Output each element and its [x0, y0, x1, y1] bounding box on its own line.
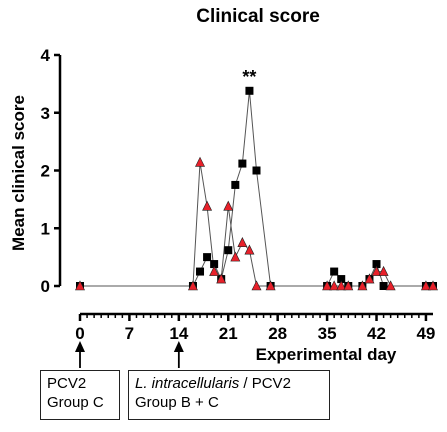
square-marker	[231, 180, 240, 189]
triangle-marker	[336, 280, 347, 291]
triangle-marker	[428, 280, 438, 291]
series-markers	[75, 86, 438, 291]
square-marker	[196, 267, 205, 276]
square-marker	[337, 275, 346, 284]
triangle-marker	[209, 265, 220, 276]
treatment-box-li-pcv2-line1: L. intracellularis / PCV2	[135, 374, 323, 393]
triangle-marker	[223, 200, 234, 211]
triangle-marker	[75, 280, 85, 291]
square-marker	[379, 282, 388, 290]
treatment-arrow-head-1	[173, 341, 184, 352]
treatment-box-li-pcv2-line2: Group B + C	[135, 394, 219, 411]
x-tick-label: 14	[169, 324, 188, 343]
triangle-marker	[230, 251, 241, 262]
treatment-arrow-head-0	[75, 341, 85, 352]
triangle-marker	[371, 265, 382, 276]
treatment-box-li-pcv2: L. intracellularis / PCV2 Group B + C	[128, 370, 330, 420]
triangle-marker	[364, 273, 375, 284]
y-axis-label: Mean clinical score	[9, 95, 28, 251]
triangle-marker	[251, 280, 262, 291]
triangle-marker	[195, 156, 206, 167]
square-marker	[210, 260, 219, 269]
square-marker	[330, 267, 339, 276]
triangle-marker	[322, 280, 333, 291]
treatment-box-pcv2-line1: PCV2	[47, 375, 87, 392]
triangle-marker	[187, 280, 198, 291]
annotations: **	[242, 67, 256, 87]
treatment-box-pcv2-line2: Group C	[47, 394, 104, 411]
square-marker	[245, 86, 254, 95]
significance-annotation: **	[242, 67, 256, 87]
square-marker	[238, 159, 247, 168]
square-marker	[372, 260, 381, 269]
x-tick-label: 0	[75, 324, 84, 343]
series-0-line	[80, 90, 433, 287]
x-tick-label: 28	[268, 324, 287, 343]
triangle-marker	[216, 273, 227, 284]
y-tick-label: 3	[41, 104, 50, 123]
triangle-marker	[343, 280, 354, 291]
triangle-marker	[378, 265, 389, 276]
x-tick-label: 21	[219, 324, 238, 343]
chart-title: Clinical score	[196, 6, 320, 27]
y-tick-label: 4	[41, 46, 51, 65]
triangle-marker	[265, 280, 276, 291]
y-tick-label: 1	[41, 219, 50, 238]
treatment-box-pcv2: PCV2 Group C	[40, 370, 120, 420]
axes: 0 1 2 3 4 0 7 14 21 28 35 42 49	[41, 46, 436, 343]
treatment-box-li-name: L. intracellularis	[135, 375, 240, 392]
triangle-marker	[357, 280, 368, 291]
triangle-marker	[385, 280, 396, 291]
treatment-box-li-rest: / PCV2	[239, 375, 291, 392]
x-tick-label: 7	[125, 324, 134, 343]
triangle-marker	[202, 200, 213, 211]
series-lines	[80, 90, 433, 287]
y-tick-label: 0	[41, 277, 50, 296]
square-marker	[224, 246, 233, 255]
x-axis-label: Experimental day	[256, 345, 397, 364]
square-marker	[252, 166, 261, 175]
x-tick-label: 35	[318, 324, 337, 343]
treatment-arrows	[75, 341, 184, 368]
triangle-marker	[237, 237, 248, 247]
triangle-marker	[420, 280, 431, 291]
triangle-marker	[329, 280, 340, 291]
square-marker	[203, 253, 212, 262]
x-tick-label: 42	[367, 324, 386, 343]
triangle-marker	[244, 244, 255, 255]
y-tick-label: 2	[41, 162, 50, 181]
x-tick-label: 49	[416, 324, 435, 343]
